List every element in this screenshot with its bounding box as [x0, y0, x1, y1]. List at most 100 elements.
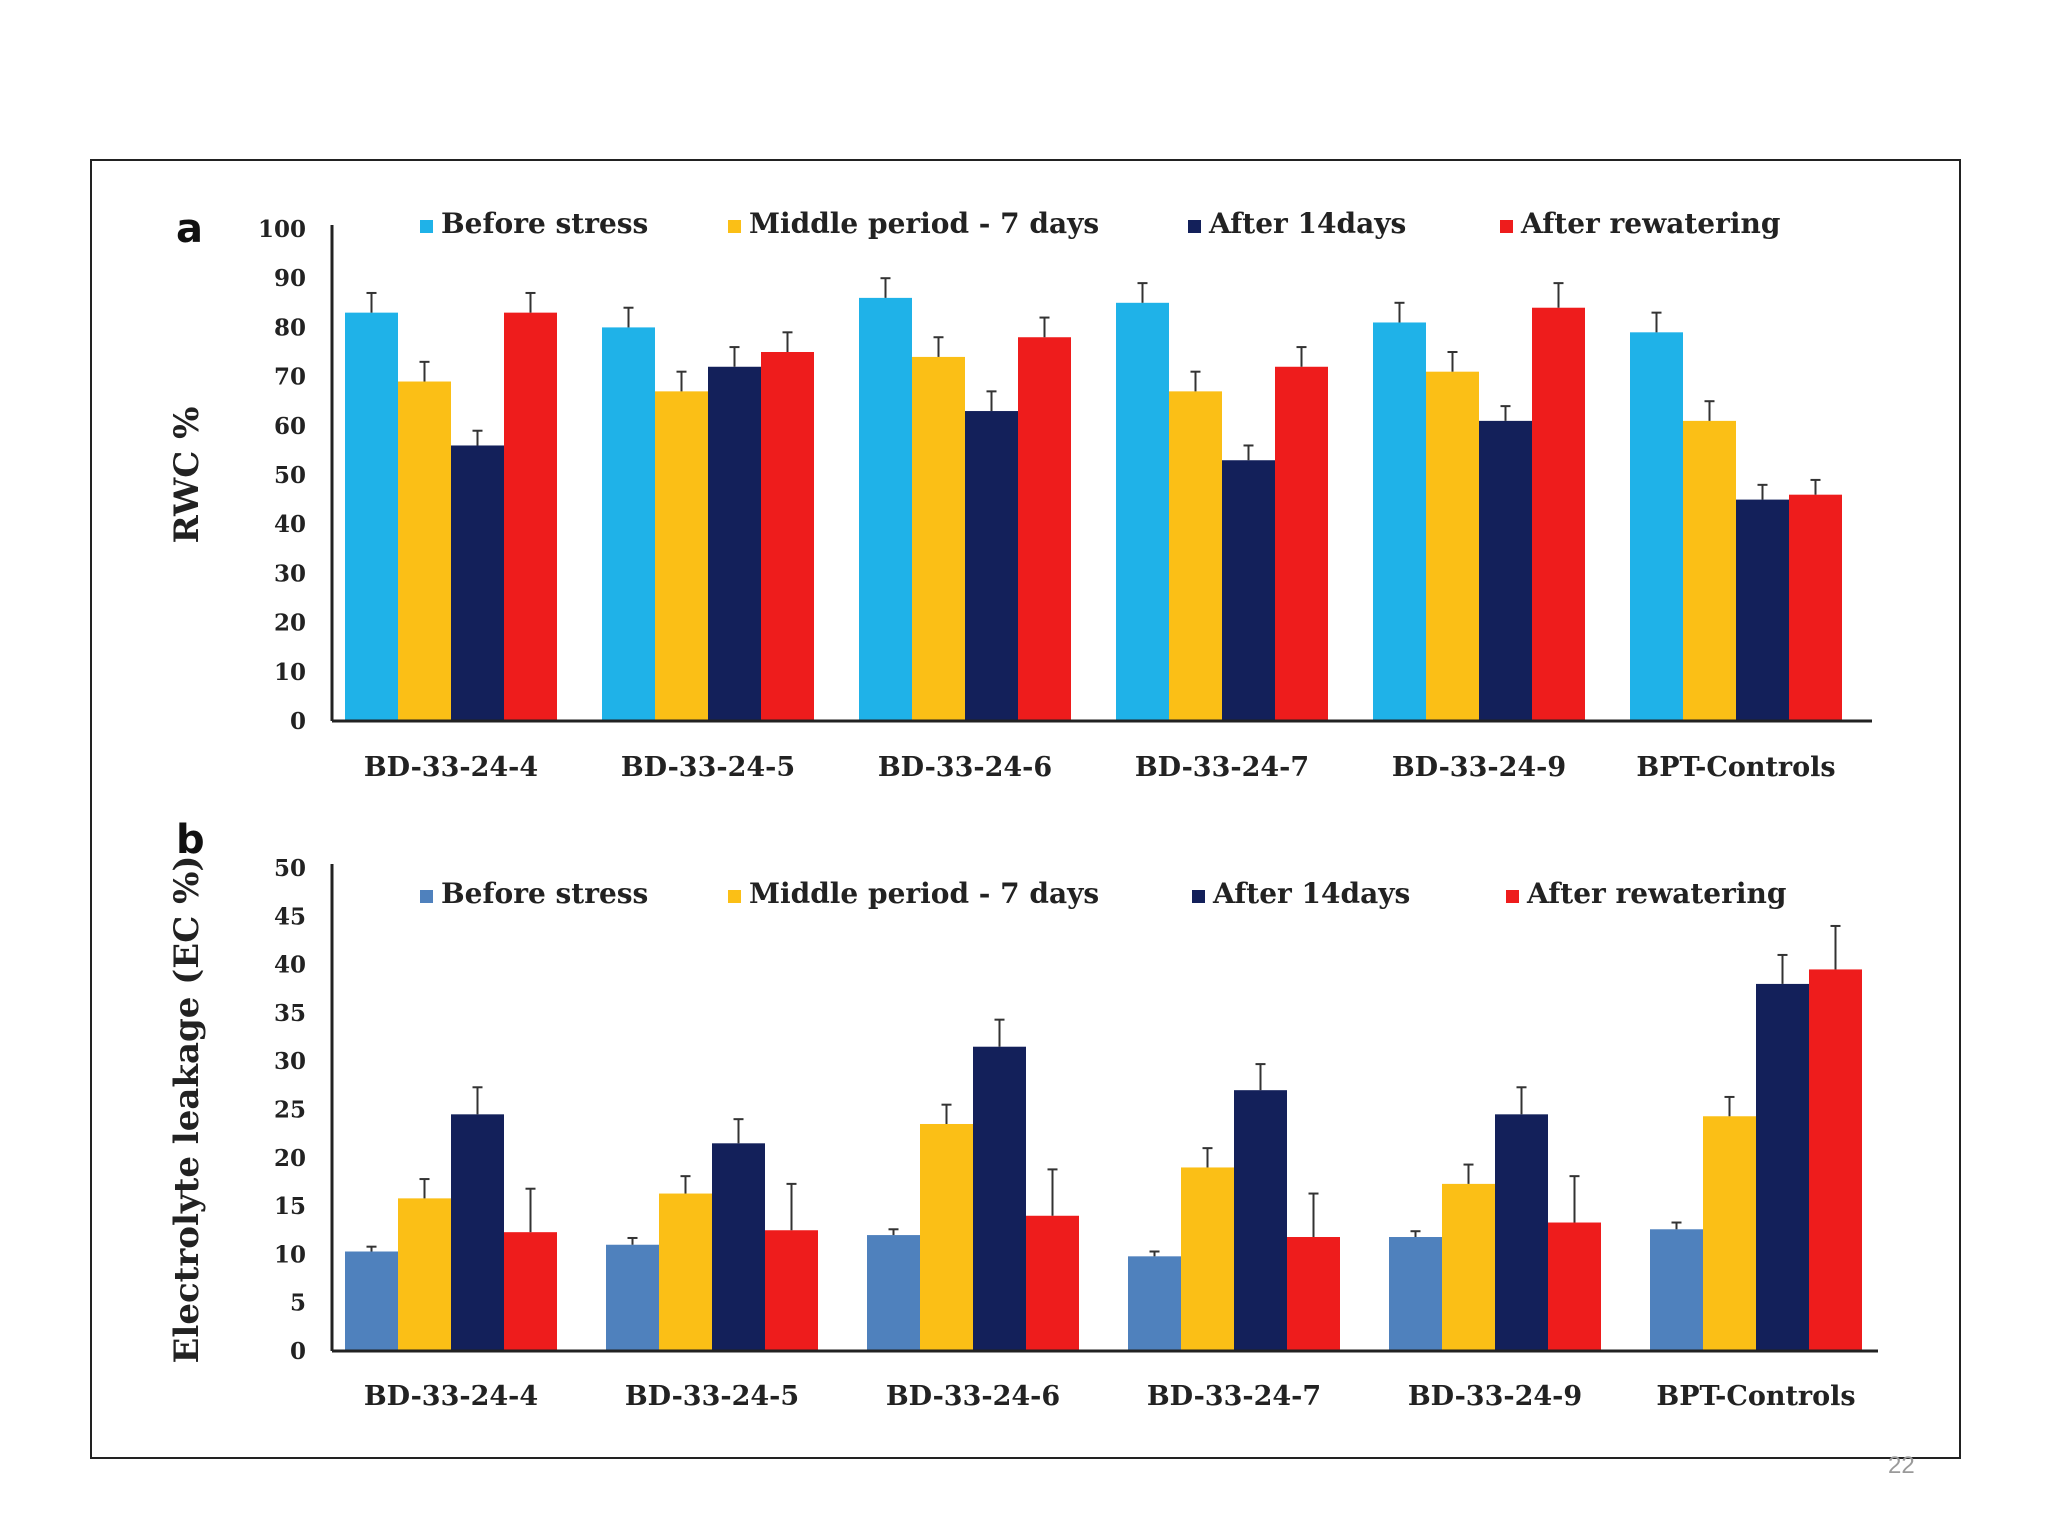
panel-letter: b [176, 817, 205, 863]
bar [912, 356, 965, 721]
bar [398, 1198, 451, 1351]
bar [1736, 499, 1789, 721]
x-tick-label: BD-33-24-6 [886, 1381, 1060, 1412]
bar [1479, 420, 1532, 721]
legend-entry: After 14days [1212, 877, 1410, 910]
legend-swatch [1506, 890, 1519, 903]
bar [1234, 1090, 1287, 1351]
legend-swatch [1192, 890, 1205, 903]
bar [708, 366, 761, 721]
legend-swatch [420, 220, 433, 233]
y-axis-label: RWC % [167, 407, 207, 544]
bar [1116, 302, 1169, 721]
bar [1026, 1215, 1079, 1351]
legend-swatch [420, 890, 433, 903]
y-tick-label: 60 [274, 413, 306, 440]
bar [1169, 391, 1222, 721]
bar [1222, 460, 1275, 721]
bar [345, 312, 398, 721]
bar [1495, 1114, 1548, 1351]
y-tick-label: 40 [274, 952, 306, 979]
y-tick-label: 20 [274, 1145, 306, 1172]
bar [761, 352, 814, 721]
bar [867, 1235, 920, 1351]
bar [1426, 371, 1479, 721]
bar [1287, 1237, 1340, 1351]
panel-letter: a [176, 206, 203, 252]
y-tick-label: 45 [274, 903, 306, 930]
y-tick-label: 50 [274, 462, 306, 489]
bar [920, 1123, 973, 1351]
y-tick-label: 90 [274, 265, 306, 292]
bar [1442, 1183, 1495, 1351]
y-tick-label: 20 [274, 610, 306, 637]
bar [973, 1046, 1026, 1351]
x-tick-label: BD-33-24-4 [364, 1381, 538, 1412]
bar [504, 312, 557, 721]
bar [1756, 983, 1809, 1351]
x-tick-label: BD-33-24-7 [1135, 752, 1309, 783]
bar [1275, 366, 1328, 721]
legend-swatch [728, 890, 741, 903]
bar [1809, 969, 1862, 1351]
y-tick-label: 15 [274, 1193, 306, 1220]
x-tick-label: BD-33-24-4 [364, 752, 538, 783]
legend-entry: Before stress [441, 877, 648, 910]
bar [606, 1244, 659, 1351]
x-tick-label: BD-33-24-6 [878, 752, 1052, 783]
bar [451, 445, 504, 721]
legend-entry: Middle period - 7 days [749, 877, 1099, 910]
bar [859, 297, 912, 721]
legend-swatch [1188, 220, 1201, 233]
chart-panel-a: a RWC % 0 10 20 30 40 50 60 70 80 90 100 BD-33-24-4 BD… [167, 206, 1872, 783]
x-tick-label: BPT-Controls [1636, 752, 1835, 783]
y-tick-label: 0 [290, 708, 306, 735]
y-tick-label: 70 [274, 364, 306, 391]
legend-entry: Middle period - 7 days [749, 207, 1099, 240]
bar [451, 1114, 504, 1351]
bar [1373, 322, 1426, 721]
y-tick-label: 5 [290, 1290, 306, 1317]
bar [1650, 1229, 1703, 1351]
bar [1789, 494, 1842, 721]
bar [398, 381, 451, 721]
x-tick-label: BD-33-24-9 [1408, 1381, 1582, 1412]
bar [345, 1251, 398, 1351]
x-tick-label: BD-33-24-9 [1392, 752, 1566, 783]
legend-entry: Before stress [441, 207, 648, 240]
bar [965, 411, 1018, 721]
bar [1181, 1167, 1234, 1351]
bar [655, 391, 708, 721]
y-tick-label: 80 [274, 314, 306, 341]
y-axis-label: Electrolyte leakage (EC %) [167, 855, 207, 1363]
y-tick-label: 25 [274, 1097, 306, 1124]
x-tick-label: BD-33-24-7 [1147, 1381, 1321, 1412]
x-tick-label: BD-33-24-5 [621, 752, 795, 783]
bar [1389, 1237, 1442, 1351]
bar [1018, 337, 1071, 721]
legend-swatch [728, 220, 741, 233]
page-number: 22 [1888, 1452, 1915, 1479]
y-tick-label: 40 [274, 511, 306, 538]
legend-entry: After rewatering [1520, 207, 1780, 240]
y-tick-label: 10 [274, 659, 306, 686]
bar [602, 327, 655, 721]
y-tick-label: 10 [274, 1241, 306, 1268]
bar [712, 1143, 765, 1351]
x-tick-label: BPT-Controls [1656, 1381, 1855, 1412]
legend-entry: After 14days [1208, 207, 1406, 240]
y-tick-label: 50 [274, 855, 306, 882]
bar [765, 1230, 818, 1351]
bar [1548, 1222, 1601, 1351]
y-tick-label: 0 [290, 1338, 306, 1365]
bar [1532, 307, 1585, 721]
bar [1630, 332, 1683, 721]
bar [1683, 420, 1736, 721]
y-tick-label: 35 [274, 1000, 306, 1027]
y-tick-label: 30 [274, 560, 306, 587]
legend-swatch [1500, 220, 1513, 233]
y-tick-label: 30 [274, 1048, 306, 1075]
bar [504, 1232, 557, 1351]
